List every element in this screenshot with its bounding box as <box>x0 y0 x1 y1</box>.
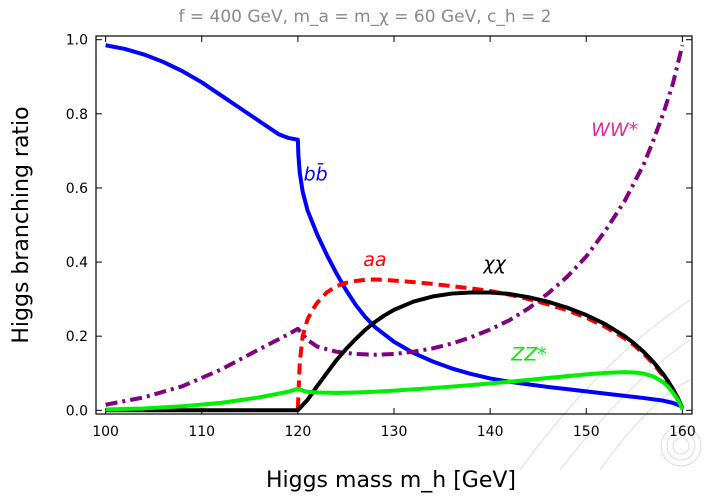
series-line <box>105 44 685 407</box>
series-line <box>105 290 685 413</box>
series-line <box>105 43 684 409</box>
x-tick-label: 130 <box>381 424 408 440</box>
series-labels: bb̄ WW* aa χχ ZZ* <box>304 119 639 365</box>
series-label: WW* <box>591 119 638 141</box>
y-tick-label: 0.6 <box>66 181 88 197</box>
x-tick-label: 110 <box>188 424 215 440</box>
y-tick-label: 0.2 <box>66 329 88 345</box>
y-tick-label: 0.0 <box>66 403 88 419</box>
series-layer <box>105 43 685 413</box>
y-tick-label: 0.8 <box>66 107 88 123</box>
y-tick-label: 0.4 <box>66 255 88 271</box>
series-label: bb̄ <box>304 161 328 185</box>
y-tick-label: 1.0 <box>66 33 88 49</box>
series-line <box>295 277 685 410</box>
x-axis-title: Higgs mass m_h [GeV] <box>266 468 516 493</box>
x-tick-label: 150 <box>573 424 600 440</box>
series-label: aa <box>363 249 386 271</box>
x-tick-label: 140 <box>477 424 504 440</box>
x-tick-label: 120 <box>285 424 312 440</box>
series-label: ZZ* <box>510 343 547 365</box>
plot-frame <box>95 35 693 415</box>
plot-title: f = 400 GeV, m_a = m_χ = 60 GeV, c_h = 2 <box>178 7 551 27</box>
x-tick-label: 160 <box>669 424 696 440</box>
axis-ticks: 100 110 120 130 140 150 160 0.0 0.2 0.4 0.6 0.8 1.0 <box>66 33 696 440</box>
x-tick-label: 100 <box>92 424 119 440</box>
series-label: χχ <box>482 252 506 274</box>
series-line <box>105 370 685 412</box>
y-axis-title: Higgs branching ratio <box>9 106 34 343</box>
